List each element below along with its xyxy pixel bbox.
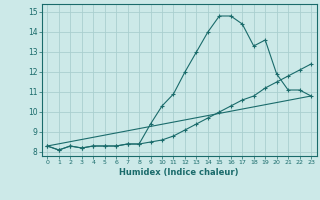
X-axis label: Humidex (Indice chaleur): Humidex (Indice chaleur) <box>119 168 239 177</box>
